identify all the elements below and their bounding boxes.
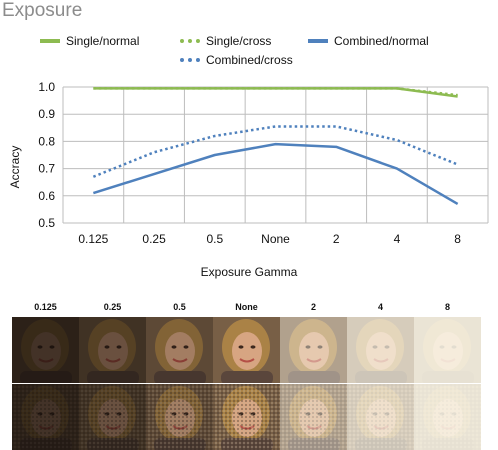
face-portrait [12, 384, 79, 450]
y-tick-label: 0.8 [38, 134, 55, 148]
x-tick-label: 4 [394, 232, 401, 245]
face-image-cross [79, 384, 146, 450]
face-image-cross [12, 384, 79, 450]
face-image-cross [280, 384, 347, 450]
face-image-normal [12, 317, 79, 383]
legend-label: Single/cross [206, 34, 272, 48]
face-portrait [280, 317, 347, 383]
face-portrait [146, 317, 213, 383]
face-portrait [414, 317, 481, 383]
y-tick-label: 0.6 [38, 189, 55, 203]
strip-label-3: None [235, 302, 258, 312]
legend-item-single-cross: Single/cross [180, 34, 271, 48]
face-image-normal [146, 317, 213, 383]
x-axis-label: Exposure Gamma [200, 265, 298, 279]
legend-swatch-single-normal [40, 39, 60, 43]
legend-swatch-single-cross [180, 39, 200, 43]
y-tick-label: 0.9 [38, 107, 55, 121]
face-portrait [213, 317, 280, 383]
strip-label-5: 4 [377, 302, 383, 312]
face-portrait [414, 384, 481, 450]
series-line-combined-cross [92, 125, 459, 178]
face-image-normal [79, 317, 146, 383]
face-portrait [12, 317, 79, 383]
face-image-normal [414, 317, 481, 383]
face-image-normal [213, 317, 280, 383]
strip-label-0: 0.125 [34, 302, 57, 312]
face-image-normal [280, 317, 347, 383]
series-line-single-cross [93, 87, 458, 97]
face-image-normal [347, 317, 414, 383]
image-strip-labels: 0.125 0.25 0.5 None 2 4 8 [12, 302, 498, 316]
face-image-cross [213, 384, 280, 450]
strip-label-6: 8 [444, 302, 450, 312]
y-tick-label: 0.5 [38, 216, 55, 230]
x-tick-label: 0.5 [206, 232, 223, 245]
legend-swatch-combined-normal [308, 39, 328, 43]
legend-item-single-normal: Single/normal [40, 34, 139, 48]
line-chart: 0.5 0.6 0.7 0.8 0.9 1.0 0.125 0.25 0.5 None 2 4 8 [38, 80, 489, 245]
face-portrait [213, 384, 280, 450]
face-portrait [347, 317, 414, 383]
strip-label-4: 2 [310, 302, 316, 312]
y-tick-label: 1.0 [38, 80, 55, 94]
face-portrait [280, 384, 347, 450]
face-image-grid [12, 317, 498, 450]
face-portrait [79, 384, 146, 450]
legend-label: Combined/cross [206, 53, 293, 67]
x-tick-label: 0.125 [78, 232, 108, 245]
legend-label: Single/normal [66, 34, 140, 48]
strip-label-1: 0.25 [103, 302, 122, 312]
legend-label: Combined/normal [334, 34, 429, 48]
legend-item-combined-cross: Combined/cross [180, 53, 293, 67]
face-portrait [146, 384, 213, 450]
x-tick-label: 0.25 [142, 232, 166, 245]
face-image-cross [347, 384, 414, 450]
x-tick-label: None [261, 232, 290, 245]
legend: Single/normal Single/cross Combined/norm… [0, 30, 498, 74]
legend-swatch-combined-cross [180, 58, 200, 62]
series-line-combined-normal [92, 142, 459, 206]
legend-item-combined-normal: Combined/normal [308, 34, 429, 48]
face-portrait [79, 317, 146, 383]
figure-title: Exposure [2, 0, 83, 21]
y-tick-label: 0.7 [38, 162, 55, 176]
face-portrait [347, 384, 414, 450]
x-tick-label: 8 [454, 232, 461, 245]
face-image-cross [146, 384, 213, 450]
face-image-cross [414, 384, 481, 450]
x-tick-label: 2 [333, 232, 340, 245]
y-axis-label: Accracy [8, 145, 22, 189]
strip-label-2: 0.5 [173, 302, 186, 312]
